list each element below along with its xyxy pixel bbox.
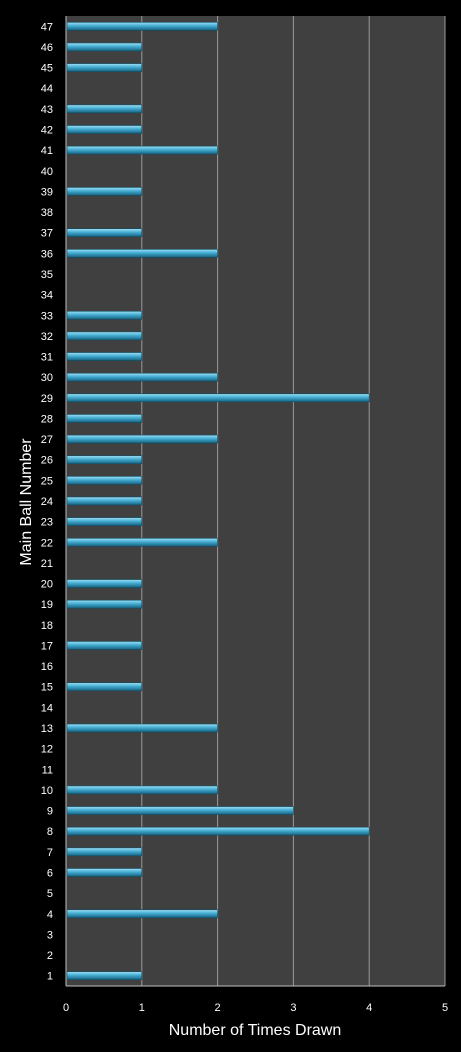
bar-13 — [66, 723, 218, 733]
x-tick-label: 0 — [63, 1002, 69, 1014]
y-tick-label: 33 — [41, 310, 53, 322]
y-tick-label: 28 — [41, 413, 53, 425]
y-tick-label: 42 — [41, 125, 53, 137]
bar-33 — [66, 310, 143, 320]
x-tick-labels: 0 1 2 3 4 5 — [63, 1002, 448, 1014]
y-tick-label: 43 — [41, 104, 53, 116]
y-tick-label: 3 — [47, 929, 53, 941]
bar-9 — [66, 806, 294, 815]
y-tick-label: 38 — [41, 207, 53, 219]
x-tick-label: 2 — [215, 1002, 221, 1014]
y-tick-label: 30 — [41, 372, 53, 384]
x-tick-label: 4 — [366, 1002, 372, 1014]
y-tick-label: 5 — [47, 888, 53, 900]
y-tick-label: 47 — [41, 21, 53, 33]
y-tick-label: 15 — [41, 682, 53, 694]
y-tick-label: 10 — [41, 785, 53, 797]
y-tick-label: 39 — [41, 186, 53, 198]
y-tick-label: 37 — [41, 228, 53, 240]
bar-39 — [66, 187, 143, 196]
y-tick-label: 9 — [47, 806, 53, 818]
gridlines — [141, 16, 446, 986]
y-tick-label: 8 — [47, 826, 53, 838]
y-tick-label: 34 — [41, 290, 53, 302]
bar-42 — [66, 125, 143, 134]
y-tick-label: 40 — [41, 166, 53, 178]
y-tick-label: 2 — [47, 950, 53, 962]
bar-47 — [66, 22, 218, 31]
y-tick-label: 45 — [41, 63, 53, 75]
y-tick-label: 23 — [41, 517, 53, 529]
y-tick-label: 18 — [41, 620, 53, 632]
bar-36 — [66, 249, 218, 258]
y-tick-labels: 1234567891011121314151617181920212223242… — [41, 21, 53, 982]
y-tick-label: 4 — [47, 909, 53, 921]
bar-43 — [66, 104, 143, 114]
y-tick-label: 29 — [41, 393, 53, 405]
y-tick-label: 11 — [42, 764, 53, 776]
bar-6 — [66, 868, 143, 877]
bar-29 — [66, 393, 370, 403]
bar-10 — [66, 785, 218, 795]
bar-27 — [66, 434, 218, 444]
bar-19 — [66, 599, 143, 609]
bar-45 — [66, 63, 143, 72]
bar-24 — [66, 496, 143, 506]
y-tick-label: 27 — [41, 434, 53, 446]
y-tick-label: 12 — [41, 744, 53, 756]
bar-20 — [66, 579, 143, 588]
bar-7 — [66, 847, 143, 857]
bar-4 — [66, 909, 218, 919]
bar-8 — [66, 826, 370, 836]
bar-26 — [66, 455, 143, 465]
bar-46 — [66, 42, 143, 52]
bar-28 — [66, 414, 143, 423]
y-tick-label: 36 — [41, 248, 53, 260]
bar-23 — [66, 517, 143, 526]
y-tick-label: 1 — [47, 971, 53, 983]
y-tick-label: 16 — [41, 661, 53, 673]
y-tick-label: 25 — [41, 475, 53, 487]
x-tick-label: 3 — [290, 1002, 296, 1014]
y-tick-label: 26 — [41, 455, 53, 467]
x-axis-title: Number of Times Drawn — [169, 1022, 342, 1039]
y-tick-label: 46 — [41, 42, 53, 54]
y-tick-label: 19 — [41, 599, 53, 611]
bar-41 — [66, 145, 218, 155]
y-tick-label: 35 — [41, 269, 53, 281]
y-tick-label: 32 — [41, 331, 53, 343]
x-tick-label: 1 — [139, 1002, 145, 1014]
x-tick-label: 5 — [442, 1002, 448, 1014]
bar-1 — [66, 971, 143, 980]
y-tick-label: 41 — [41, 145, 53, 157]
y-tick-label: 7 — [47, 847, 53, 859]
y-tick-label: 21 — [41, 558, 53, 570]
bar-22 — [66, 537, 218, 547]
y-tick-label: 6 — [47, 867, 53, 879]
bar-37 — [66, 228, 143, 238]
y-tick-label: 24 — [41, 496, 53, 508]
bars — [66, 22, 370, 980]
bar-32 — [66, 331, 143, 341]
y-tick-label: 31 — [41, 352, 53, 364]
bar-30 — [66, 372, 218, 382]
y-tick-label: 17 — [41, 640, 53, 652]
y-tick-label: 14 — [41, 702, 53, 714]
y-tick-label: 13 — [41, 723, 53, 735]
y-tick-label: 20 — [41, 579, 53, 591]
bar-15 — [66, 682, 143, 692]
y-axis-title: Main Ball Number — [18, 438, 35, 566]
y-tick-label: 44 — [41, 83, 53, 95]
bar-25 — [66, 476, 143, 485]
bar-31 — [66, 352, 143, 361]
bar-17 — [66, 641, 143, 650]
y-tick-label: 22 — [41, 537, 53, 549]
